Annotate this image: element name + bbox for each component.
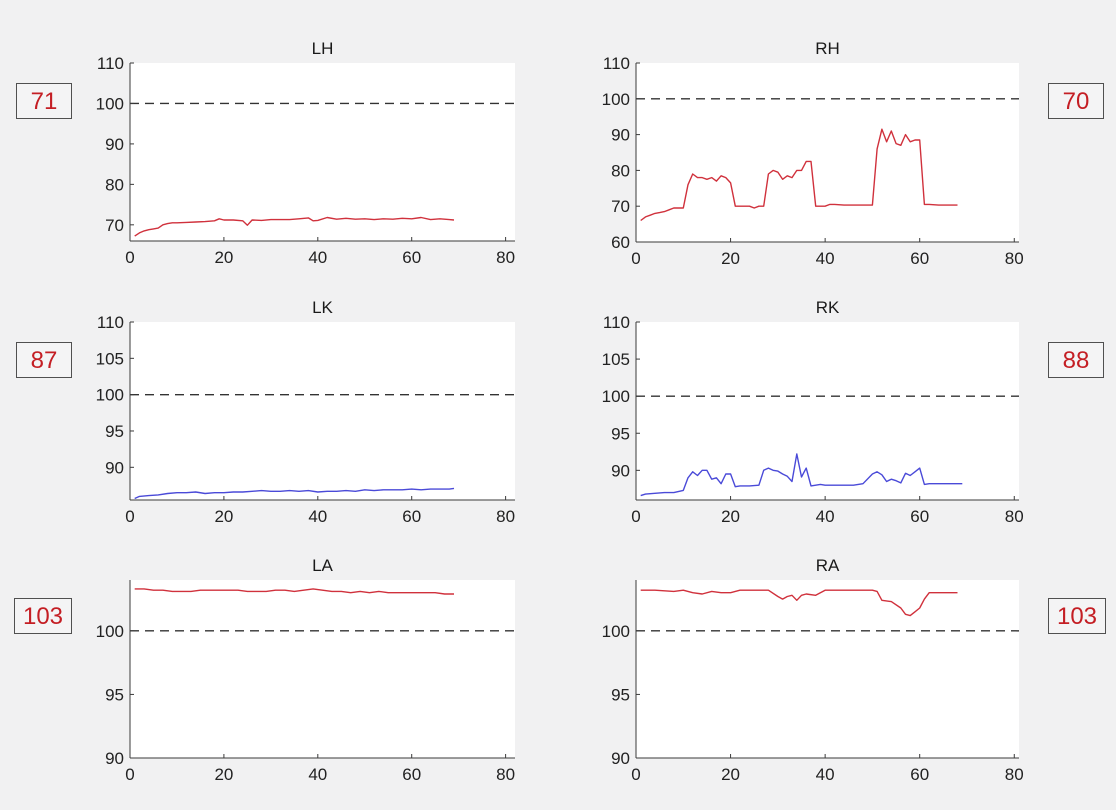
value-box-ra: 103 [1048,598,1106,634]
x-tick-label: 40 [816,507,835,526]
plot-area [636,580,1019,758]
x-tick-label: 40 [816,765,835,784]
y-tick-label: 100 [602,622,630,641]
subplot-title: LH [312,39,334,58]
x-tick-label: 20 [214,507,233,526]
x-tick-label: 40 [308,507,327,526]
y-tick-label: 90 [611,461,630,480]
subplot-title: RA [816,556,840,575]
x-tick-label: 40 [816,249,835,268]
y-tick-label: 90 [105,458,124,477]
y-tick-label: 60 [611,233,630,252]
subplot-title: RH [815,39,840,58]
y-tick-label: 90 [105,135,124,154]
x-tick-label: 0 [631,249,640,268]
y-tick-label: 95 [611,424,630,443]
y-tick-label: 95 [611,685,630,704]
y-tick-label: 110 [97,313,124,332]
x-tick-label: 60 [402,507,421,526]
y-tick-label: 80 [105,175,124,194]
series-line-lk [134,487,455,500]
y-tick-label: 110 [97,54,124,73]
series-line-lh [134,216,455,237]
x-tick-label: 0 [631,765,640,784]
value-box-la: 103 [14,598,72,634]
x-tick-label: 0 [125,507,134,526]
x-tick-label: 60 [910,765,929,784]
x-tick-label: 0 [125,765,134,784]
x-tick-label: 60 [402,765,421,784]
y-tick-label: 95 [105,685,124,704]
x-tick-label: 20 [214,765,233,784]
y-tick-label: 100 [602,387,630,406]
x-tick-label: 0 [631,507,640,526]
subplot-rk: RK 0 20 40 60 80 90 95 100 105 110 [602,298,1024,526]
plot-area [130,63,515,241]
x-tick-label: 80 [1005,507,1024,526]
series-line-rk [640,453,963,497]
plot-area [636,322,1019,500]
subplot-title: RK [816,298,840,317]
plot-area [130,580,515,758]
series-line-ra [640,589,958,617]
x-tick-label: 60 [402,248,421,267]
y-tick-label: 110 [603,54,630,73]
subplot-lk: LK 0 20 40 60 80 90 95 100 105 110 [96,298,515,526]
plot-area [130,322,515,500]
y-tick-label: 105 [96,349,124,368]
subplot-la: LA 0 20 40 60 80 90 95 100 [96,556,515,784]
series-line-la [134,588,454,595]
x-tick-label: 80 [496,248,515,267]
subplot-title: LK [312,298,333,317]
x-tick-label: 60 [910,249,929,268]
plot-area [636,63,1019,242]
x-tick-label: 60 [910,507,929,526]
x-tick-label: 20 [721,249,740,268]
y-tick-label: 100 [96,94,124,113]
x-tick-label: 20 [721,507,740,526]
y-tick-label: 100 [96,386,124,405]
y-tick-label: 80 [611,161,630,180]
y-tick-label: 95 [105,422,124,441]
value-box-rk: 88 [1048,342,1104,378]
y-tick-label: 110 [603,313,630,332]
subplot-rh: RH 0 20 40 60 80 60 70 80 90 100 110 [602,39,1024,268]
y-tick-label: 100 [96,622,124,641]
y-tick-label: 90 [611,749,630,768]
y-tick-label: 70 [611,197,630,216]
x-tick-label: 20 [721,765,740,784]
value-box-rh: 70 [1048,83,1104,119]
x-tick-label: 0 [125,248,134,267]
value-box-lk: 87 [16,342,72,378]
y-tick-label: 90 [105,749,124,768]
y-tick-label: 100 [602,90,630,109]
x-tick-label: 80 [1005,249,1024,268]
series-line-rh [640,128,958,222]
value-box-lh: 71 [16,83,72,119]
x-tick-label: 80 [496,507,515,526]
x-tick-label: 20 [214,248,233,267]
subplot-ra: RA 0 20 40 60 80 90 95 100 [602,556,1024,784]
x-tick-label: 80 [1005,765,1024,784]
subplot-title: LA [312,556,333,575]
x-tick-label: 80 [496,765,515,784]
x-tick-label: 40 [308,765,327,784]
y-tick-label: 105 [602,350,630,369]
subplot-lh: LH 0 20 40 60 80 70 80 90 100 110 [96,39,515,267]
y-tick-label: 70 [105,216,124,235]
x-tick-label: 40 [308,248,327,267]
y-tick-label: 90 [611,126,630,145]
